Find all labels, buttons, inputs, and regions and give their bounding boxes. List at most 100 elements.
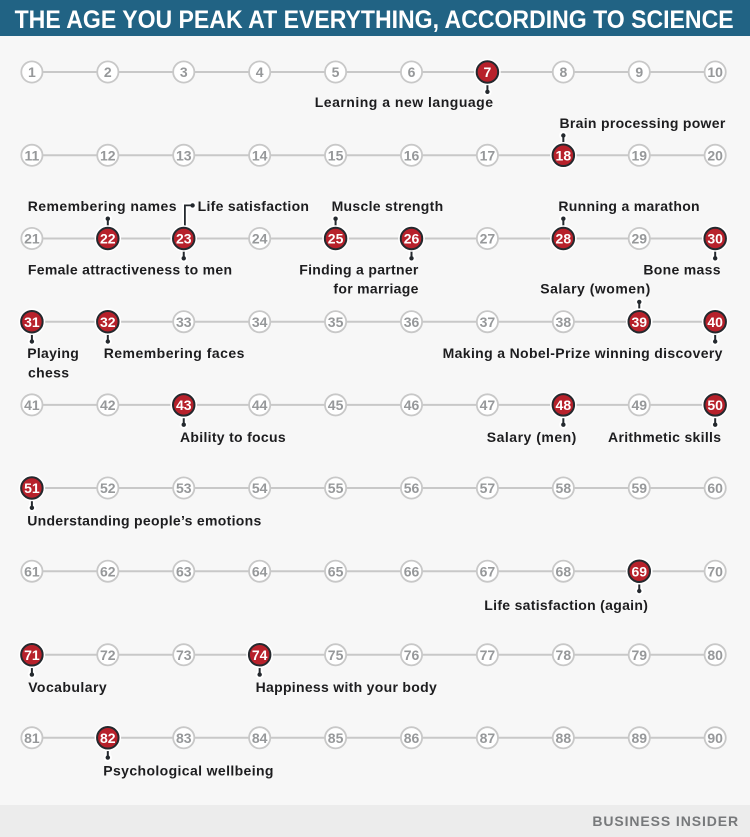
svg-text:Remembering names: Remembering names	[28, 198, 177, 214]
svg-text:52: 52	[100, 480, 116, 496]
svg-text:23: 23	[176, 231, 192, 247]
svg-text:Remembering faces: Remembering faces	[104, 345, 245, 361]
svg-text:Making a Nobel-Prize winning d: Making a Nobel-Prize winning discovery	[443, 345, 723, 361]
svg-text:chess: chess	[28, 364, 69, 380]
svg-text:Understanding people’s emotion: Understanding people’s emotions	[27, 513, 261, 529]
svg-text:81: 81	[24, 730, 40, 746]
svg-text:67: 67	[480, 563, 496, 579]
svg-text:84: 84	[252, 730, 268, 746]
svg-text:79: 79	[631, 647, 647, 663]
svg-text:37: 37	[480, 314, 496, 330]
svg-text:10: 10	[707, 64, 723, 80]
svg-text:9: 9	[635, 64, 643, 80]
svg-text:65: 65	[328, 563, 344, 579]
svg-text:15: 15	[328, 147, 344, 163]
svg-text:Female attractiveness to men: Female attractiveness to men	[28, 261, 232, 277]
svg-text:Life satisfaction: Life satisfaction	[198, 198, 310, 214]
svg-text:38: 38	[556, 314, 572, 330]
svg-text:86: 86	[404, 730, 420, 746]
svg-text:8: 8	[559, 64, 567, 80]
svg-text:Bone mass: Bone mass	[643, 261, 720, 277]
svg-text:4: 4	[256, 64, 264, 80]
svg-text:Arithmetic skills: Arithmetic skills	[608, 429, 721, 445]
svg-text:Salary (women): Salary (women)	[540, 280, 650, 296]
svg-text:71: 71	[24, 647, 40, 663]
svg-text:THE AGE YOU PEAK AT EVERYTHING: THE AGE YOU PEAK AT EVERYTHING, ACCORDIN…	[15, 6, 734, 34]
svg-text:42: 42	[100, 397, 116, 413]
svg-text:1: 1	[28, 64, 36, 80]
svg-text:21: 21	[24, 231, 40, 247]
svg-text:17: 17	[480, 147, 496, 163]
svg-text:BUSINESS INSIDER: BUSINESS INSIDER	[592, 813, 739, 829]
svg-text:88: 88	[556, 730, 572, 746]
svg-text:64: 64	[252, 563, 268, 579]
svg-text:70: 70	[707, 563, 723, 579]
svg-text:20: 20	[707, 147, 723, 163]
svg-text:56: 56	[404, 480, 420, 496]
svg-text:25: 25	[328, 231, 344, 247]
svg-text:for marriage: for marriage	[333, 281, 418, 297]
svg-text:85: 85	[328, 730, 344, 746]
svg-text:12: 12	[100, 147, 116, 163]
svg-text:62: 62	[100, 563, 116, 579]
svg-text:Vocabulary: Vocabulary	[28, 679, 107, 695]
svg-text:87: 87	[480, 730, 496, 746]
svg-text:2: 2	[104, 64, 112, 80]
svg-text:13: 13	[176, 147, 192, 163]
svg-text:46: 46	[404, 397, 420, 413]
svg-text:57: 57	[480, 480, 496, 496]
svg-text:27: 27	[480, 231, 496, 247]
svg-text:19: 19	[631, 147, 647, 163]
svg-text:33: 33	[176, 314, 192, 330]
svg-text:82: 82	[100, 730, 116, 746]
svg-text:11: 11	[24, 147, 39, 163]
svg-text:6: 6	[408, 64, 416, 80]
svg-text:49: 49	[631, 397, 647, 413]
svg-text:55: 55	[328, 480, 344, 496]
svg-text:29: 29	[631, 231, 647, 247]
svg-text:Psychological wellbeing: Psychological wellbeing	[103, 763, 274, 779]
svg-text:Salary (men): Salary (men)	[487, 429, 577, 445]
svg-text:41: 41	[24, 397, 40, 413]
svg-text:7: 7	[484, 64, 492, 80]
svg-text:53: 53	[176, 480, 192, 496]
svg-text:43: 43	[176, 397, 192, 413]
svg-text:72: 72	[100, 647, 116, 663]
svg-text:76: 76	[404, 647, 420, 663]
svg-text:60: 60	[707, 480, 723, 496]
svg-text:74: 74	[252, 647, 268, 663]
svg-text:68: 68	[556, 563, 572, 579]
svg-text:30: 30	[707, 231, 723, 247]
svg-text:Finding a partner: Finding a partner	[299, 261, 419, 277]
svg-text:78: 78	[556, 647, 572, 663]
svg-text:28: 28	[556, 231, 572, 247]
svg-text:Learning a new language: Learning a new language	[315, 94, 494, 110]
svg-text:83: 83	[176, 730, 192, 746]
svg-text:3: 3	[180, 64, 188, 80]
svg-text:Happiness with your body: Happiness with your body	[256, 679, 437, 695]
svg-text:40: 40	[707, 314, 723, 330]
svg-text:Running a marathon: Running a marathon	[558, 198, 700, 214]
svg-text:58: 58	[556, 480, 572, 496]
svg-text:75: 75	[328, 647, 344, 663]
svg-text:14: 14	[252, 147, 268, 163]
svg-text:59: 59	[631, 480, 647, 496]
svg-text:39: 39	[631, 314, 647, 330]
svg-text:36: 36	[404, 314, 420, 330]
svg-text:50: 50	[707, 397, 723, 413]
svg-text:47: 47	[480, 397, 496, 413]
svg-text:89: 89	[631, 730, 647, 746]
svg-text:44: 44	[252, 397, 268, 413]
svg-text:90: 90	[707, 730, 723, 746]
svg-text:24: 24	[252, 231, 268, 247]
svg-text:80: 80	[707, 647, 723, 663]
svg-text:48: 48	[556, 397, 572, 413]
svg-text:Brain processing power: Brain processing power	[560, 115, 726, 131]
svg-text:73: 73	[176, 647, 192, 663]
svg-text:Muscle strength: Muscle strength	[332, 198, 444, 214]
svg-text:35: 35	[328, 314, 344, 330]
svg-text:31: 31	[24, 314, 40, 330]
svg-text:51: 51	[24, 480, 40, 496]
svg-text:22: 22	[100, 231, 116, 247]
svg-text:Playing: Playing	[27, 345, 79, 361]
